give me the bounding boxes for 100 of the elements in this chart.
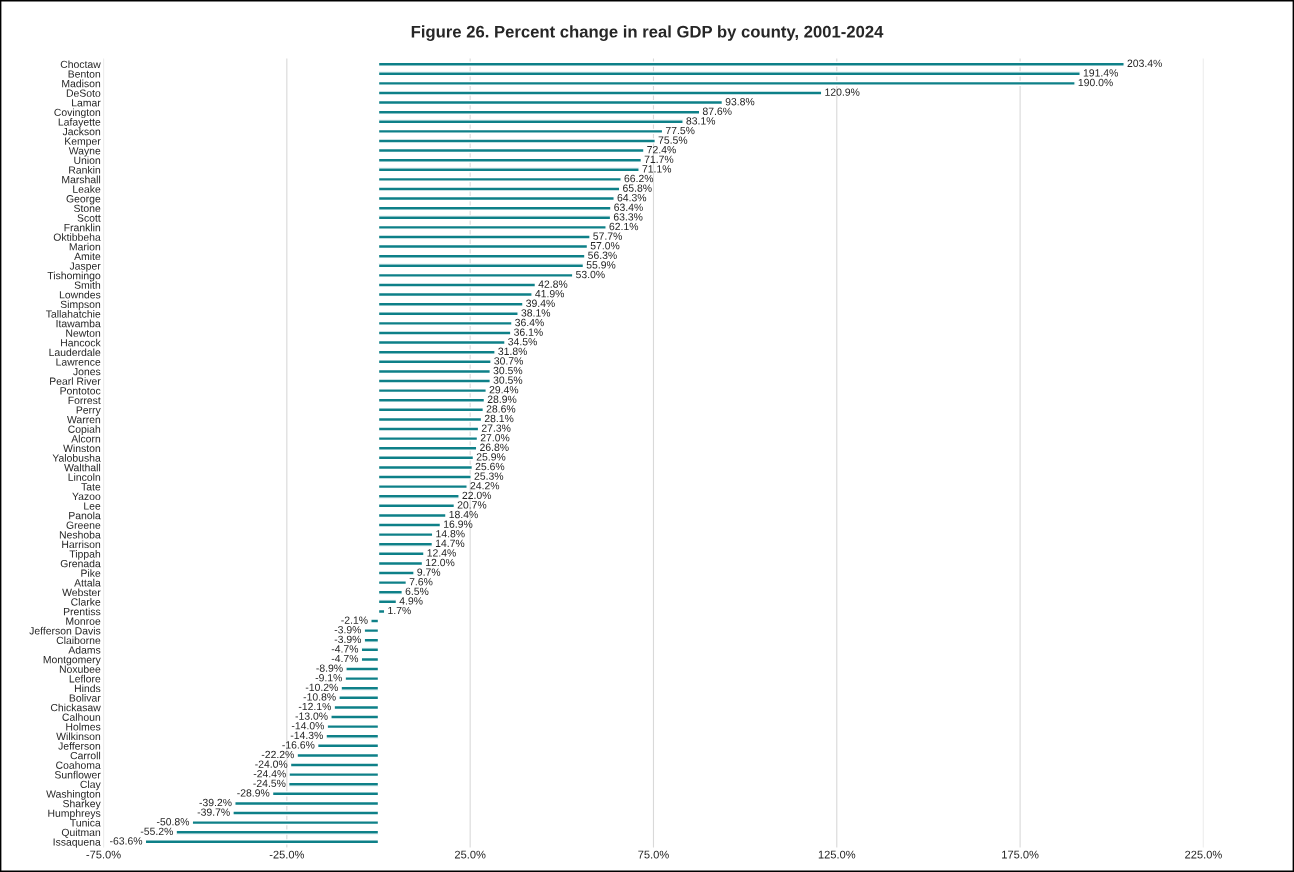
bar — [377, 493, 460, 499]
data-label: -14.3% — [290, 731, 323, 740]
bar — [271, 791, 380, 797]
data-label: -2.1% — [341, 616, 368, 624]
bar — [377, 147, 645, 154]
y-tick-label: Tallahatchie — [45, 310, 101, 318]
data-label: -10.2% — [305, 683, 338, 692]
bar — [377, 522, 442, 528]
bar — [344, 676, 380, 682]
bar — [377, 320, 513, 327]
y-tick-label: George — [66, 195, 101, 205]
data-label: 28.6% — [486, 405, 516, 413]
bar — [377, 512, 447, 519]
data-label: 93.8% — [725, 98, 755, 106]
y-tick-label: Jackson — [62, 127, 101, 136]
bar — [377, 541, 434, 547]
data-label: 71.7% — [644, 155, 674, 163]
y-tick-label: Kemper — [65, 137, 101, 147]
bar — [377, 368, 492, 375]
data-label: 83.1% — [686, 117, 716, 125]
bar — [326, 724, 380, 730]
bar — [377, 455, 475, 461]
data-label: -13.0% — [295, 712, 328, 720]
data-label: 9.7% — [417, 568, 441, 576]
bar — [296, 752, 380, 759]
data-label: 64.3% — [617, 194, 647, 202]
y-tick-label: Jefferson — [58, 742, 101, 750]
data-label: 12.0% — [426, 558, 455, 567]
y-tick-label: Leflore — [69, 674, 101, 683]
data-label: 191.4% — [1083, 69, 1118, 77]
data-label: -16.6% — [282, 741, 315, 749]
data-label: 14.8% — [436, 530, 465, 538]
y-tick-label: Union — [74, 156, 101, 165]
bar — [377, 80, 1076, 87]
bar — [377, 599, 398, 605]
data-label: 62.1% — [609, 222, 639, 231]
bar — [316, 743, 380, 749]
bar — [377, 589, 404, 595]
y-tick-label: Neshoba — [59, 530, 101, 539]
chart-title: Figure 26. Percent change in real GDP by county, 2001-2024 — [411, 25, 884, 41]
x-tick-label: 125.0% — [818, 850, 856, 859]
data-label: 6.5% — [405, 587, 429, 596]
bar — [377, 330, 512, 336]
data-label: -28.9% — [237, 789, 270, 797]
bar — [191, 820, 380, 826]
y-tick-label: Bolivar — [69, 694, 101, 702]
y-tick-label: Forrest — [68, 396, 101, 405]
y-tick-label: Simpson — [60, 300, 101, 311]
bar — [377, 349, 496, 355]
data-label: 41.9% — [535, 290, 565, 298]
bar — [363, 637, 380, 643]
x-tick-label: 75.0% — [638, 850, 669, 859]
y-tick-label: Copiah — [68, 425, 101, 435]
bar — [370, 618, 380, 624]
bar — [377, 215, 612, 221]
y-tick-label: Warren — [67, 416, 101, 424]
data-label: -3.9% — [334, 635, 362, 644]
y-tick-label: Lamar — [72, 99, 101, 107]
bar — [377, 224, 607, 231]
bar — [377, 90, 823, 96]
data-label: 27.3% — [481, 424, 511, 432]
x-tick-label: 225.0% — [1185, 850, 1222, 859]
bar — [377, 416, 483, 423]
y-tick-label: Hancock — [61, 338, 101, 347]
bar — [340, 685, 380, 691]
bar — [377, 301, 524, 307]
data-label: 42.8% — [538, 280, 568, 288]
data-label: -22.2% — [261, 750, 294, 759]
data-label: -39.7% — [197, 808, 230, 816]
y-tick-label: Lawrence — [56, 358, 101, 366]
data-label: 27.0% — [480, 434, 510, 442]
y-tick-label: Yalobusha — [52, 454, 101, 462]
y-tick-label: Montgomery — [43, 656, 101, 666]
y-tick-label: Grenada — [60, 559, 101, 568]
bar — [377, 109, 701, 115]
data-label: 56.3% — [588, 251, 617, 259]
x-tick-label: 25.0% — [454, 850, 486, 859]
y-tick-label: Tishomingo — [47, 271, 101, 282]
data-label: -14.0% — [291, 722, 325, 730]
bar — [377, 435, 479, 442]
data-label: 63.4% — [614, 203, 643, 211]
data-label: 26.8% — [480, 443, 509, 451]
data-label: -24.0% — [255, 760, 288, 768]
bar — [377, 560, 424, 567]
bar — [377, 128, 664, 135]
y-tick-label: Smith — [74, 281, 101, 289]
data-label: 12.4% — [427, 549, 456, 557]
bar — [377, 99, 724, 106]
data-label: -12.1% — [298, 702, 331, 711]
y-tick-label: Sharkey — [63, 799, 101, 810]
bar — [377, 282, 537, 288]
data-label: 34.5% — [508, 338, 537, 346]
y-tick-label: Hinds — [74, 684, 101, 693]
y-tick-label: Benton — [68, 70, 101, 78]
y-tick-label: Newton — [66, 329, 101, 337]
y-tick-label: Oktibbeha — [53, 233, 101, 241]
data-label: 66.2% — [624, 174, 654, 183]
y-tick-label: Rankin — [69, 166, 101, 174]
y-tick-label: Attala — [74, 578, 101, 587]
data-label: 25.3% — [474, 472, 504, 480]
